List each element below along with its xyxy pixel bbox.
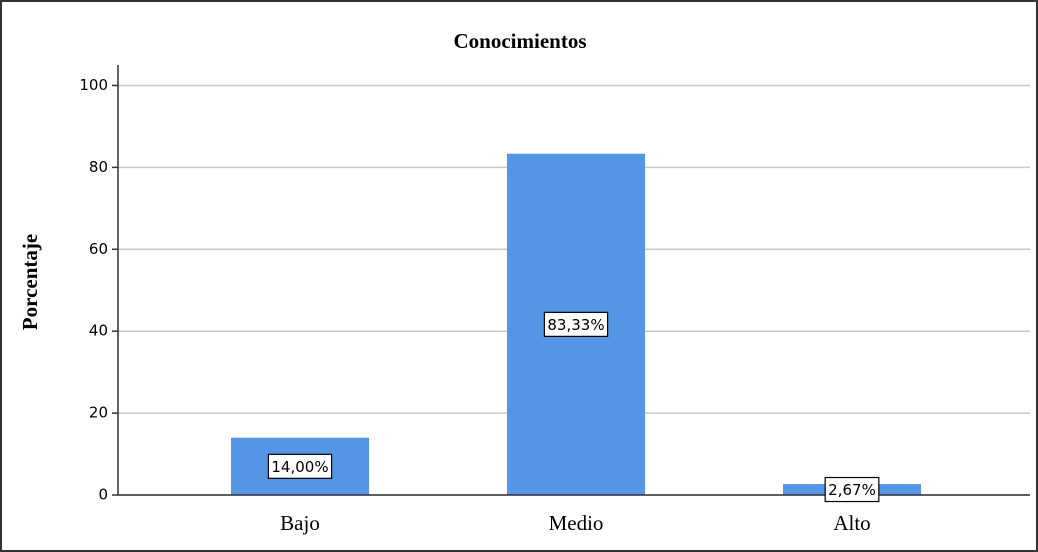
y-tick-label: 40 [89, 322, 108, 340]
y-tick-label: 80 [89, 158, 108, 176]
y-axis-label: Porcentaje [18, 234, 42, 330]
value-label: 2,67% [828, 481, 876, 499]
value-label: 14,00% [271, 458, 328, 476]
x-tick-label: Bajo [280, 511, 320, 535]
x-tick-label: Alto [833, 511, 870, 535]
y-tick-label: 0 [98, 486, 108, 504]
y-tick-label: 100 [79, 76, 108, 94]
x-tick-label: Medio [549, 511, 604, 535]
value-label-box [824, 476, 880, 503]
value-label: 83,33% [547, 316, 604, 334]
value-label-box [543, 311, 609, 337]
y-tick-label: 20 [89, 404, 108, 422]
y-tick-label: 60 [89, 240, 108, 258]
chart-title: Conocimientos [454, 29, 587, 53]
value-label-box [267, 453, 333, 479]
